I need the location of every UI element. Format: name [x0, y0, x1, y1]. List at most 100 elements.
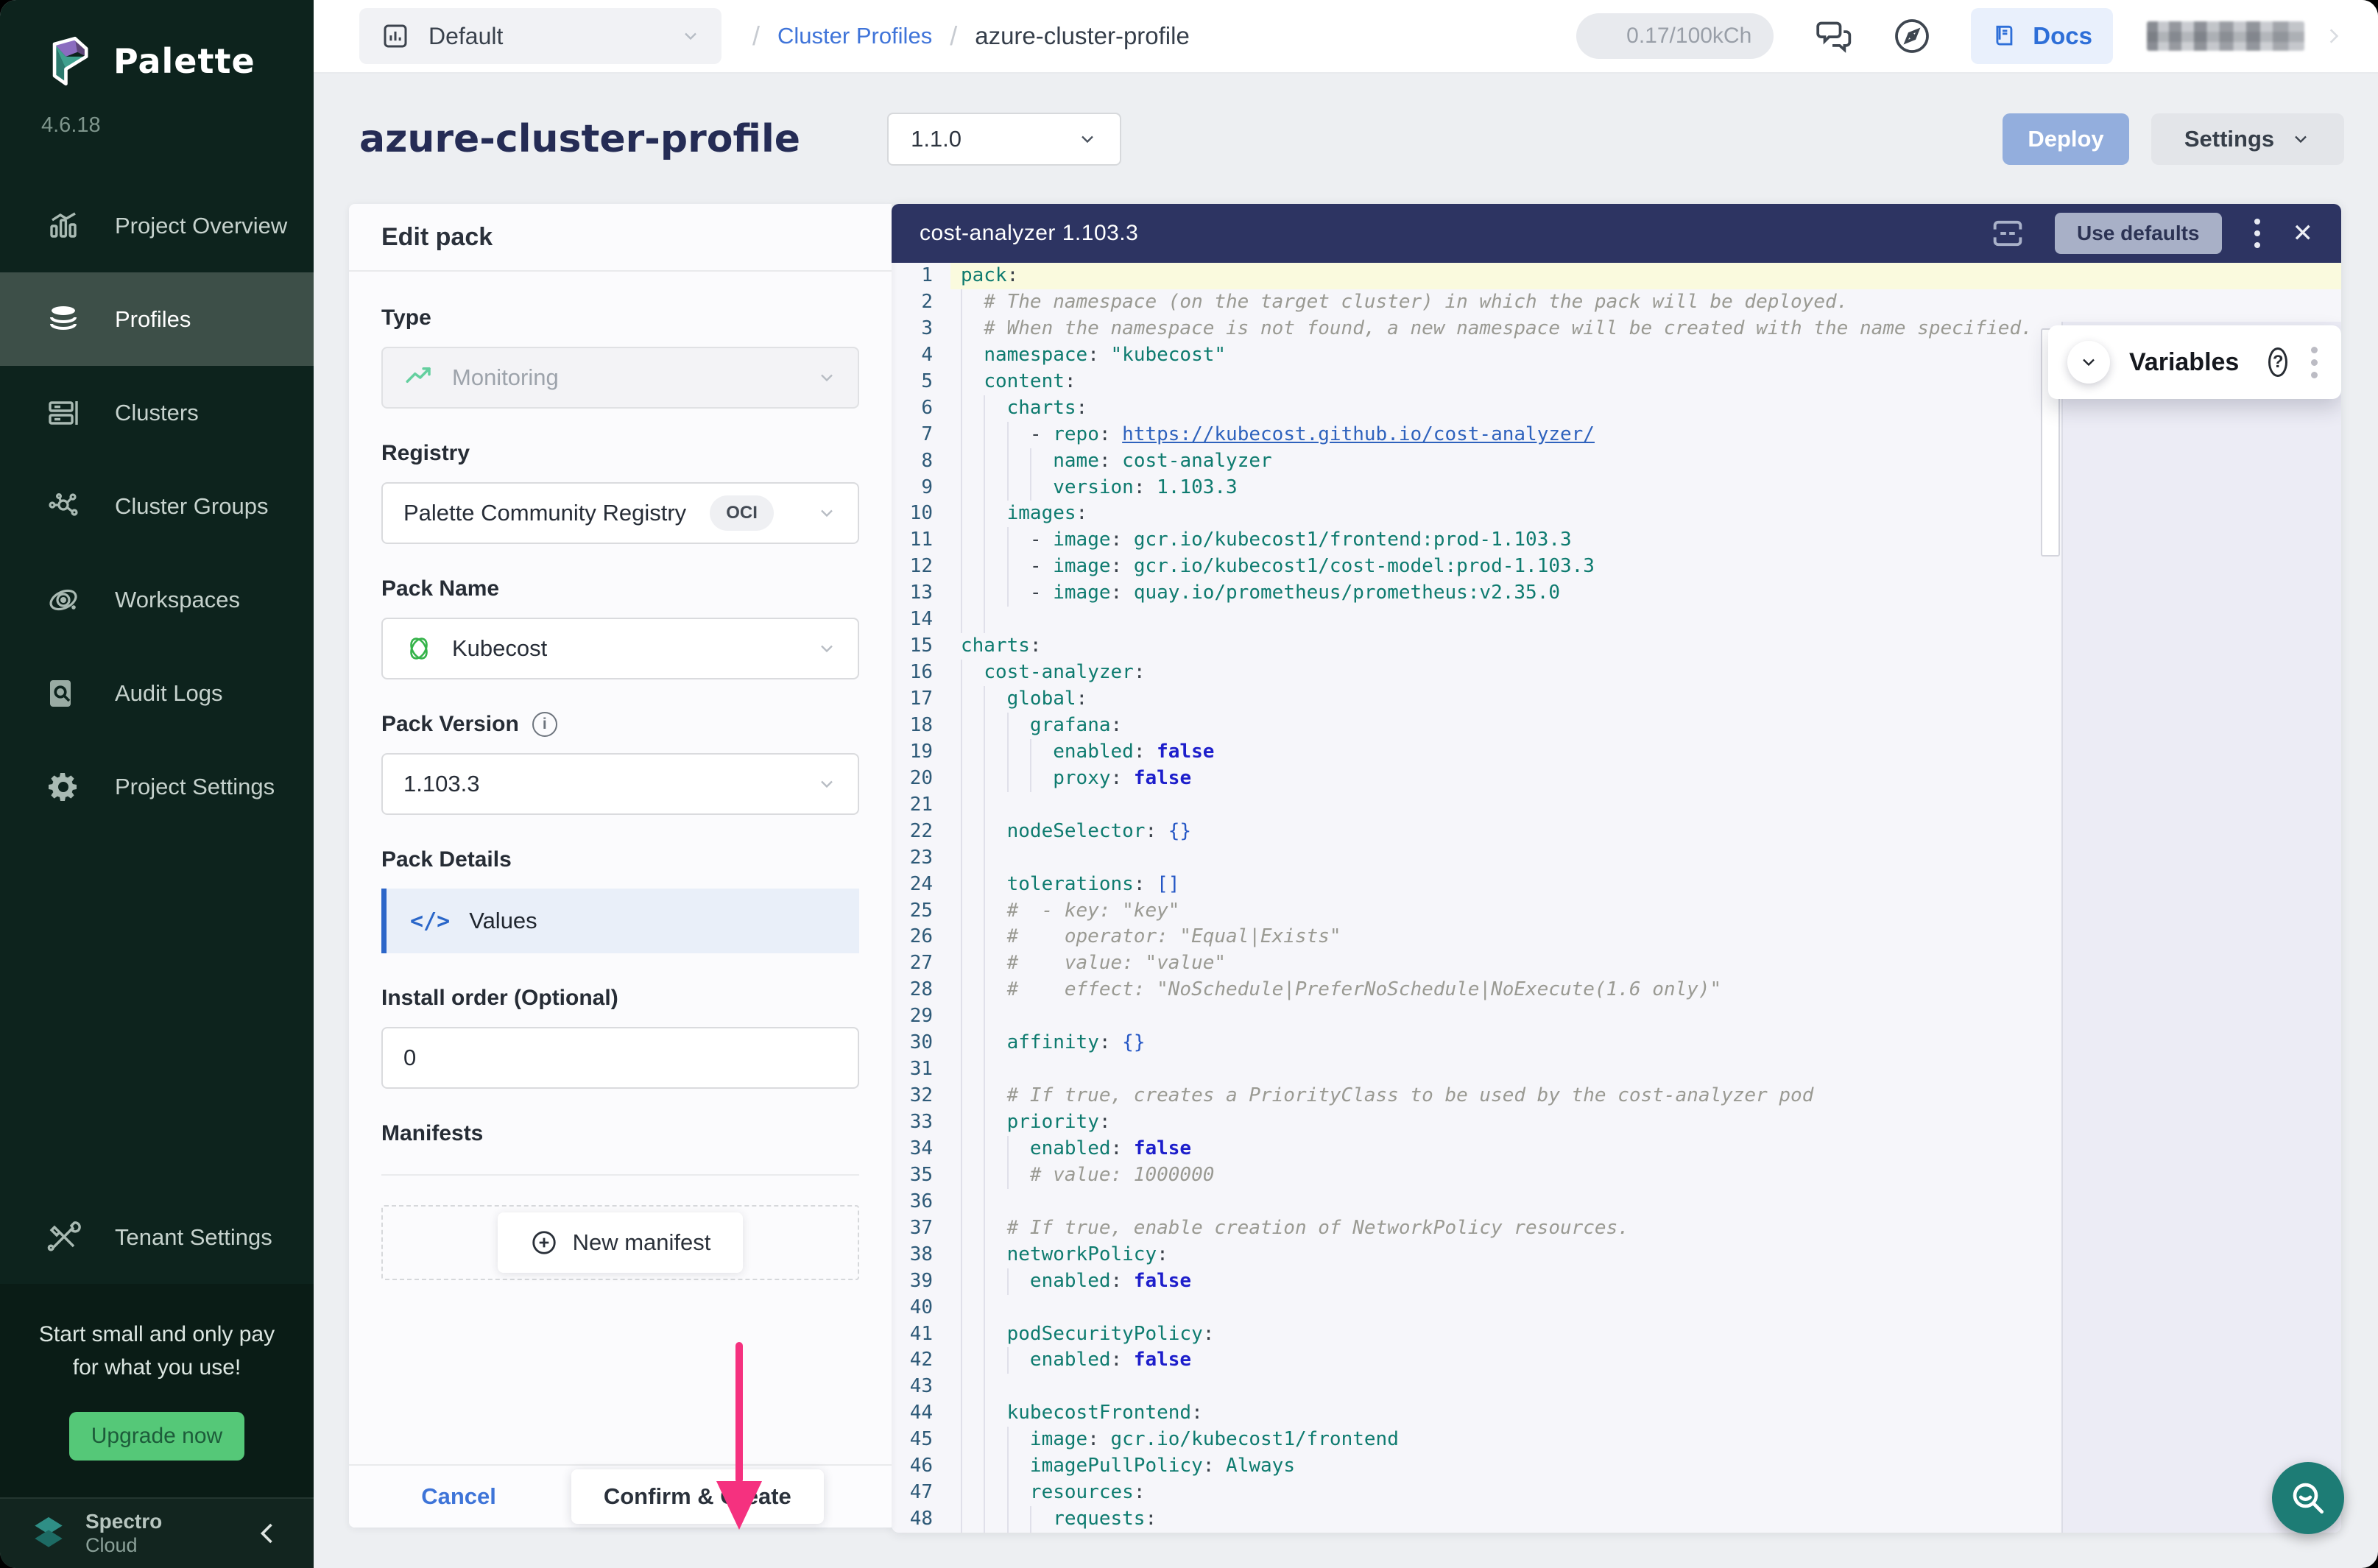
editor-title: cost-analyzer 1.103.3: [920, 221, 1139, 245]
code-line-47[interactable]: 47 resources:: [892, 1480, 2341, 1507]
line-number: 17: [909, 688, 933, 710]
code-line-3[interactable]: 3 # When the namespace is not found, a n…: [892, 315, 2341, 342]
code-line-48[interactable]: 48 requests:: [892, 1506, 2341, 1533]
code-line-7[interactable]: 7 - repo: https://kubecost.github.io/cos…: [892, 421, 2341, 448]
close-icon[interactable]: ✕: [2292, 219, 2314, 247]
code-line-22[interactable]: 22 nodeSelector: {}: [892, 818, 2341, 845]
code-line-43[interactable]: 43: [892, 1374, 2341, 1401]
footer-brand-top: Spectro: [85, 1510, 163, 1533]
sidebar-item-cluster-groups[interactable]: Cluster Groups: [0, 459, 314, 553]
code-line-29[interactable]: 29: [892, 1003, 2341, 1031]
code-line-19[interactable]: 19 enabled: false: [892, 738, 2341, 766]
line-number: 30: [909, 1031, 933, 1054]
pack-details-values-item[interactable]: </> Values: [381, 889, 859, 953]
code-line-14[interactable]: 14: [892, 607, 2341, 634]
code-line-39[interactable]: 39 enabled: false: [892, 1268, 2341, 1295]
code-line-44[interactable]: 44 kubecostFrontend:: [892, 1400, 2341, 1427]
code-line-8[interactable]: 8 name: cost-analyzer: [892, 448, 2341, 475]
sidebar-item-clusters[interactable]: Clusters: [0, 366, 314, 459]
upgrade-now-button[interactable]: Upgrade now: [69, 1412, 244, 1461]
line-number: 38: [909, 1243, 933, 1265]
code-line-4[interactable]: 4 namespace: "kubecost": [892, 342, 2341, 369]
code-line-41[interactable]: 41 podSecurityPolicy:: [892, 1321, 2341, 1348]
new-manifest-button[interactable]: New manifest: [497, 1212, 744, 1273]
code-line-30[interactable]: 30 affinity: {}: [892, 1030, 2341, 1057]
line-number: 7: [921, 423, 933, 445]
settings-button[interactable]: Settings: [2151, 113, 2344, 165]
code-line-28[interactable]: 28 # effect: "NoSchedule|PreferNoSchedul…: [892, 977, 2341, 1004]
pack-version-select[interactable]: 1.103.3: [381, 753, 859, 815]
code-line-40[interactable]: 40: [892, 1294, 2341, 1321]
code-line-34[interactable]: 34 enabled: false: [892, 1135, 2341, 1162]
trending-up-icon: [403, 362, 434, 393]
help-icon[interactable]: ?: [2268, 347, 2287, 377]
project-selector[interactable]: Default: [359, 8, 721, 64]
code-line-35[interactable]: 35 # value: 1000000: [892, 1162, 2341, 1189]
deploy-button[interactable]: Deploy: [2003, 113, 2129, 165]
code-line-21[interactable]: 21: [892, 791, 2341, 819]
code-line-32[interactable]: 32 # If true, creates a PriorityClass to…: [892, 1083, 2341, 1109]
cancel-button[interactable]: Cancel: [417, 1483, 501, 1511]
line-number: 24: [909, 872, 933, 895]
profile-version-select[interactable]: 1.1.0: [887, 112, 1122, 166]
code-line-37[interactable]: 37 # If true, enable creation of Network…: [892, 1215, 2341, 1242]
code-line-31[interactable]: 31: [892, 1056, 2341, 1084]
type-label: Type: [381, 306, 431, 330]
sidebar-item-audit-logs[interactable]: Audit Logs: [0, 646, 314, 740]
confirm-create-button[interactable]: Confirm & Create: [571, 1469, 824, 1524]
line-number: 32: [909, 1084, 933, 1107]
code-line-18[interactable]: 18 grafana:: [892, 712, 2341, 739]
code-line-1[interactable]: 1 pack:: [892, 263, 2341, 289]
user-menu-chevron-icon[interactable]: [2324, 27, 2343, 46]
sidebar-item-workspaces[interactable]: Workspaces: [0, 553, 314, 646]
code-line-36[interactable]: 36: [892, 1188, 2341, 1215]
project-selector-value: Default: [428, 22, 504, 49]
sidebar-item-project-settings[interactable]: Project Settings: [0, 740, 314, 833]
registry-select[interactable]: Palette Community Registry OCI: [381, 482, 859, 544]
code-line-38[interactable]: 38 networkPolicy:: [892, 1241, 2341, 1268]
code-line-12[interactable]: 12 - image: gcr.io/kubecost1/cost-model:…: [892, 554, 2341, 581]
code-line-5[interactable]: 5 content:: [892, 368, 2341, 395]
use-defaults-button[interactable]: Use defaults: [2055, 213, 2222, 254]
code-line-33[interactable]: 33 priority:: [892, 1109, 2341, 1136]
code-line-16[interactable]: 16 cost-analyzer:: [892, 660, 2341, 686]
user-account-menu[interactable]: [2147, 21, 2304, 51]
variables-side-panel: [2061, 322, 2341, 1533]
code-url-link[interactable]: https://kubecost.github.io/cost-analyzer…: [1122, 423, 1595, 445]
pack-name-select[interactable]: Kubecost: [381, 618, 859, 679]
code-line-9[interactable]: 9 version: 1.103.3: [892, 474, 2341, 501]
feedback-chat-icon[interactable]: [1812, 15, 1853, 57]
compass-explore-icon[interactable]: [1891, 15, 1933, 57]
code-line-45[interactable]: 45 image: gcr.io/kubecost1/frontend: [892, 1427, 2341, 1454]
code-line-17[interactable]: 17 global:: [892, 686, 2341, 713]
code-line-24[interactable]: 24 tolerations: []: [892, 871, 2341, 898]
code-line-42[interactable]: 42 enabled: false: [892, 1347, 2341, 1374]
collapse-sidebar-icon[interactable]: [255, 1520, 281, 1547]
code-line-11[interactable]: 11 - image: gcr.io/kubecost1/frontend:pr…: [892, 527, 2341, 554]
code-line-26[interactable]: 26 # operator: "Equal|Exists": [892, 924, 2341, 951]
code-line-25[interactable]: 25 # - key: "key": [892, 897, 2341, 925]
breadcrumb-cluster-profiles[interactable]: Cluster Profiles: [777, 23, 933, 49]
chevron-down-icon: [1077, 129, 1098, 149]
code-line-20[interactable]: 20 proxy: false: [892, 765, 2341, 792]
sidebar-item-profiles[interactable]: Profiles: [0, 272, 314, 366]
code-line-10[interactable]: 10 images:: [892, 501, 2341, 528]
code-line-6[interactable]: 6 charts:: [892, 395, 2341, 422]
sidebar-item-tenant-settings[interactable]: Tenant Settings: [0, 1190, 314, 1284]
code-line-23[interactable]: 23: [892, 844, 2341, 872]
info-icon[interactable]: i: [532, 712, 557, 737]
editor-menu-icon[interactable]: [2250, 214, 2265, 252]
code-line-2[interactable]: 2 # The namespace (on the target cluster…: [892, 289, 2341, 316]
code-line-46[interactable]: 46 imagePullPolicy: Always: [892, 1453, 2341, 1480]
sidebar-item-project-overview[interactable]: Project Overview: [0, 179, 314, 272]
type-select[interactable]: Monitoring: [381, 347, 859, 409]
support-search-button[interactable]: [2272, 1462, 2344, 1534]
variables-collapse-button[interactable]: [2067, 341, 2110, 384]
code-line-15[interactable]: 15 charts:: [892, 633, 2341, 660]
diff-view-icon[interactable]: [1989, 214, 2027, 252]
code-line-27[interactable]: 27 # value: "value": [892, 950, 2341, 978]
docs-button[interactable]: Docs: [1971, 8, 2113, 64]
install-order-input[interactable]: [381, 1027, 859, 1089]
variables-menu-icon[interactable]: [2307, 342, 2322, 383]
code-line-13[interactable]: 13 - image: quay.io/prometheus/prometheu…: [892, 580, 2341, 607]
